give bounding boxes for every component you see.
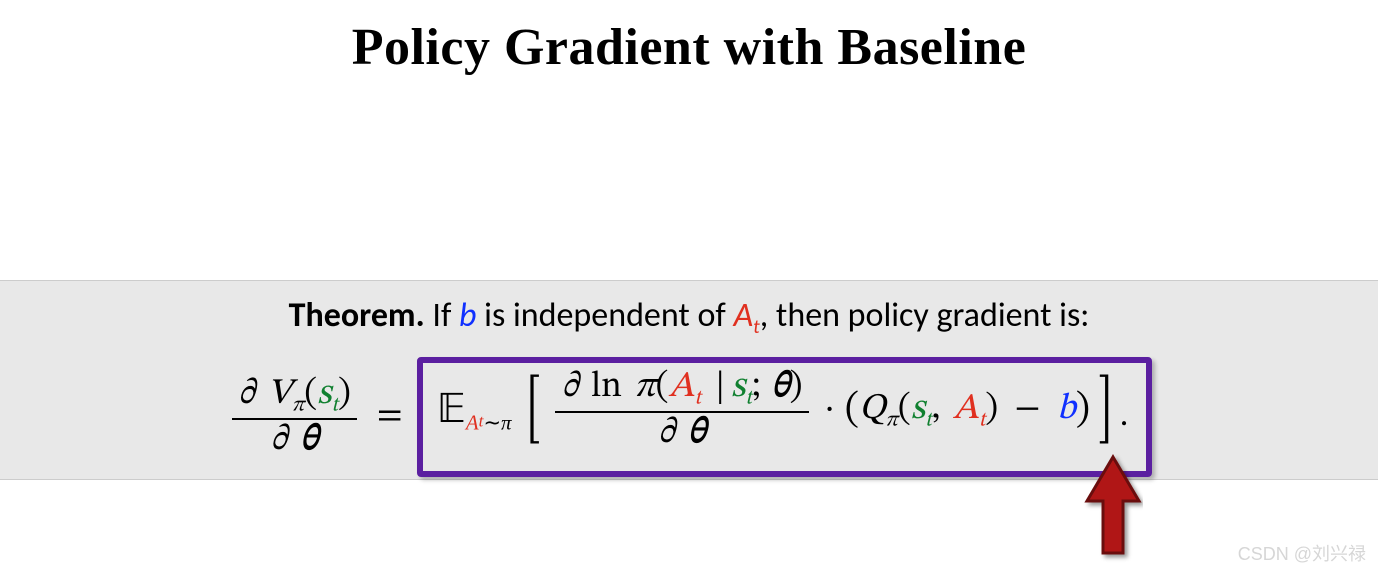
theorem-At-A: A xyxy=(733,295,753,336)
rhs-A: A xyxy=(669,369,695,405)
rhs-period: . xyxy=(1120,396,1128,439)
rhs-Q: Q xyxy=(859,391,886,427)
rhs-s: s xyxy=(731,369,745,405)
theorem-statement: Theorem. If b is independent of At, then… xyxy=(0,295,1378,339)
rhs-fraction: ∂ ln π(At |st; θ) ∂ θ xyxy=(555,369,808,451)
rhs-Q-s: s xyxy=(911,391,925,427)
lhs-s: s xyxy=(317,376,331,412)
lhs-fraction: ∂ Vπ(st) ∂ θ xyxy=(232,376,357,458)
rhs-Q-s-t: t xyxy=(925,409,932,430)
rhs-minus: − xyxy=(1015,391,1041,427)
rhs-theta-2: θ xyxy=(687,415,706,451)
expectation-E: 𝔼 xyxy=(437,385,466,432)
theorem-independent: is independent of xyxy=(477,295,734,336)
partial-sym-4: ∂ xyxy=(658,415,675,451)
rhs-numerator: ∂ ln π(At |st; θ) xyxy=(555,369,808,413)
lhs-V: V xyxy=(267,376,291,412)
rhs-dot: · xyxy=(825,387,835,432)
watermark: CSDN @刘兴禄 xyxy=(1238,540,1366,566)
expectation: 𝔼At∼π xyxy=(437,385,512,435)
rhs-comma: , xyxy=(932,391,941,427)
lhs-denominator: ∂ θ xyxy=(270,420,318,458)
rhs-b: b xyxy=(1057,391,1076,427)
rhs-s-t: t xyxy=(745,387,752,408)
partial-sym-3: ∂ xyxy=(561,369,578,405)
lhs-numerator: ∂ Vπ(st) xyxy=(232,376,357,420)
equals-sign: = xyxy=(377,394,403,439)
rhs-theta: θ xyxy=(771,369,790,405)
rhs-A-t: t xyxy=(694,387,701,408)
lhs-V-pi: π xyxy=(292,394,304,415)
theorem-At-t: t xyxy=(753,315,760,339)
expectation-pi: π xyxy=(501,410,511,434)
theorem-if: If xyxy=(425,295,459,336)
lhs-theta: θ xyxy=(300,422,319,458)
left-paren-icon: ( xyxy=(845,385,859,435)
rhs-mid: | xyxy=(715,369,725,405)
rhs-ln: ln xyxy=(591,369,622,405)
theorem-panel: Theorem. If b is independent of At, then… xyxy=(0,280,1378,480)
right-bracket-icon: ] xyxy=(1098,379,1112,442)
rhs-Q-pi: π xyxy=(886,409,898,430)
formula: ∂ Vπ(st) ∂ θ = 𝔼At∼π [ ∂ ln xyxy=(0,357,1378,477)
rhs-denominator: ∂ θ xyxy=(658,413,706,451)
partial-sym: ∂ xyxy=(238,376,255,412)
expectation-sub-A: A xyxy=(466,410,479,434)
partial-sym-2: ∂ xyxy=(270,422,287,458)
theorem-b: b xyxy=(459,295,476,336)
rhs-Q-A: A xyxy=(953,391,979,427)
rhs-semi: ; xyxy=(752,369,761,405)
rhs-pi: π xyxy=(634,369,655,405)
rhs-box: 𝔼At∼π [ ∂ ln π(At |st; θ) ∂ θ xyxy=(417,357,1153,477)
expectation-tilde: ∼ xyxy=(483,410,501,434)
slide-title: Policy Gradient with Baseline xyxy=(0,18,1378,77)
right-paren-icon: ) xyxy=(1076,385,1090,435)
theorem-then: , then policy gradient is: xyxy=(760,295,1090,336)
lhs-s-t: t xyxy=(331,394,338,415)
left-bracket-icon: [ xyxy=(527,379,541,442)
theorem-label: Theorem. xyxy=(289,295,425,336)
